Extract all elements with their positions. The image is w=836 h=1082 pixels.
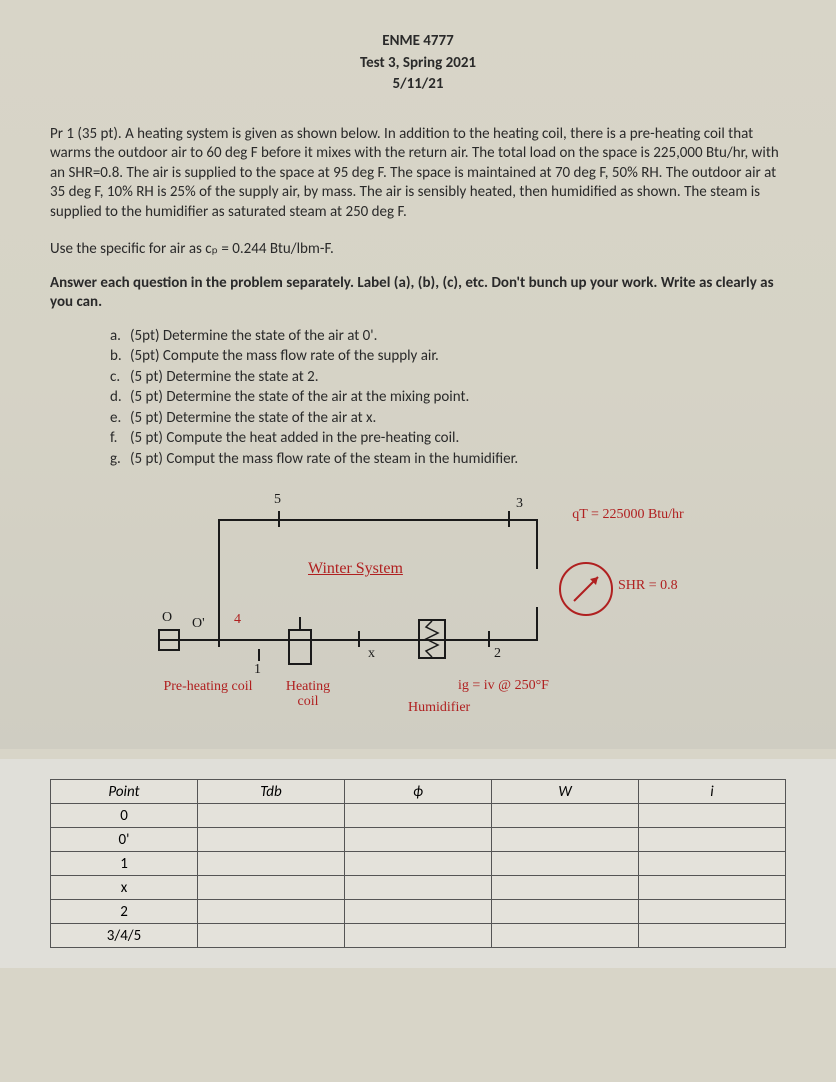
qt-label: qT = 225000 Btu/hr [568,507,688,522]
table-row: x [51,876,786,900]
point-1: 1 [254,661,261,679]
part-a: a.(5pt) Determine the state of the air a… [110,327,786,347]
table-row: 2 [51,900,786,924]
system-diagram: 5 3 O O' 4 1 x [158,489,678,749]
col-w: W [492,780,639,804]
table-row: 1 [51,852,786,876]
point-o: O [162,609,172,627]
point-4: 4 [234,611,241,629]
part-g: g.(5 pt) Comput the mass flow rate of th… [110,450,786,470]
table-header-row: Point Tdb ϕ W i [51,780,786,804]
humidifier-label: Humidifier [408,699,470,717]
answer-instructions: Answer each question in the problem sepa… [50,274,786,313]
table-row: 0 [51,804,786,828]
heating-coil-label: Heating coil [278,679,338,710]
point-3: 3 [516,495,523,513]
test-title: Test 3, Spring 2021 [50,54,786,74]
state-table: Point Tdb ϕ W i 0 0' 1 x 2 3/4/5 [50,779,786,948]
course-code: ENME 4777 [50,32,786,52]
part-e: e.(5 pt) Determine the state of the air … [110,409,786,429]
ig-equation: ig = iv @ 250°F [458,677,549,695]
table-row: 0' [51,828,786,852]
point-2: 2 [494,645,501,663]
col-phi: ϕ [345,780,492,804]
point-o-prime: O' [192,615,205,633]
table-row: 3/4/5 [51,924,786,948]
test-date: 5/11/21 [50,75,786,95]
part-c: c.(5 pt) Determine the state at 2. [110,368,786,388]
col-tdb: Tdb [198,780,345,804]
shr-label: SHR = 0.8 [618,577,678,595]
col-i: i [639,780,786,804]
part-f: f.(5 pt) Compute the heat added in the p… [110,429,786,449]
part-d: d.(5 pt) Determine the state of the air … [110,388,786,408]
preheat-label: Pre-heating coil [158,679,258,694]
problem-statement: Pr 1 (35 pt). A heating system is given … [50,125,786,223]
diagram-container: 5 3 O O' 4 1 x [50,489,786,749]
diagram-title: Winter System [308,559,403,580]
part-b: b.(5pt) Compute the mass flow rate of th… [110,347,786,367]
cp-line: Use the specific for air as cₚ = 0.244 B… [50,240,786,260]
point-5: 5 [274,491,281,509]
col-point: Point [51,780,198,804]
question-parts: a.(5pt) Determine the state of the air a… [50,327,786,470]
exam-page: ENME 4777 Test 3, Spring 2021 5/11/21 Pr… [0,0,836,749]
point-x: x [368,645,375,663]
page-header: ENME 4777 Test 3, Spring 2021 5/11/21 [50,32,786,95]
state-table-section: Point Tdb ϕ W i 0 0' 1 x 2 3/4/5 [0,759,836,968]
